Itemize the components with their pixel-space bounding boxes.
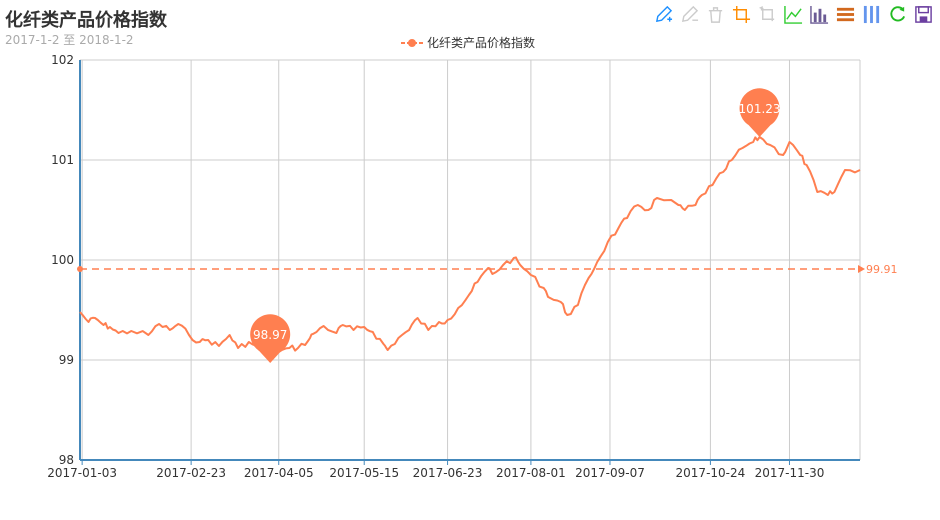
mark-point-pin (250, 314, 291, 363)
mark-point-pin (739, 88, 780, 137)
mark-line-arrow (858, 265, 865, 273)
restore-icon[interactable] (887, 4, 908, 25)
stack-icon[interactable] (835, 4, 856, 25)
y-tick-label: 101 (51, 153, 74, 167)
x-tick-label: 2017-11-30 (755, 466, 825, 480)
x-tick-label: 2017-01-03 (47, 466, 117, 480)
mark-icon[interactable] (653, 4, 674, 25)
y-tick-label: 98 (59, 453, 74, 467)
mark-undo-icon[interactable] (679, 4, 700, 25)
save-image-icon[interactable] (913, 4, 934, 25)
x-tick-label: 2017-05-15 (329, 466, 399, 480)
y-tick-label: 100 (51, 253, 74, 267)
x-tick-label: 2017-08-01 (496, 466, 566, 480)
data-zoom-reset-icon[interactable] (757, 4, 778, 25)
x-tick-label: 2017-09-07 (575, 466, 645, 480)
toolbox (653, 4, 934, 25)
data-zoom-icon[interactable] (731, 4, 752, 25)
x-tick-label: 2017-10-24 (676, 466, 746, 480)
legend-symbol (401, 38, 423, 47)
chart-title: 化纤类产品价格指数 (5, 10, 167, 31)
x-tick-label: 2017-04-05 (244, 466, 314, 480)
tiled-icon[interactable] (861, 4, 882, 25)
series-line (79, 136, 861, 353)
mark-point-label: 101.23 (739, 102, 781, 116)
x-tick-label: 2017-06-23 (413, 466, 483, 480)
y-tick-label: 99 (59, 353, 74, 367)
legend-item[interactable]: 化纤类产品价格指数 (401, 34, 535, 51)
line-chart-icon[interactable] (783, 4, 804, 25)
x-tick-label: 2017-02-23 (156, 466, 226, 480)
mark-point-label: 98.97 (253, 328, 287, 342)
mark-line-label: 99.91 (866, 263, 898, 276)
mark-clear-icon[interactable] (705, 4, 726, 25)
bar-chart-icon[interactable] (809, 4, 830, 25)
legend-label: 化纤类产品价格指数 (427, 36, 536, 50)
chart-subtitle: 2017-1-2 至 2018-1-2 (5, 33, 134, 47)
y-tick-label: 102 (51, 53, 74, 67)
